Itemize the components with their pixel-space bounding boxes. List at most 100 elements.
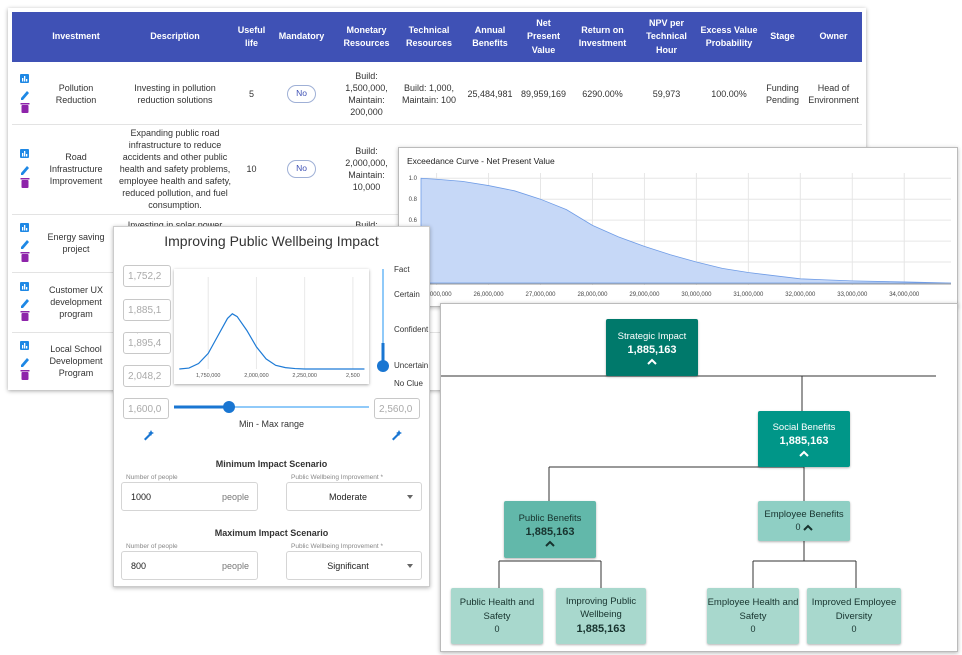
table-cell: Road Infrastructure Improvement xyxy=(49,151,103,187)
column-header: Technical Resources xyxy=(405,24,453,49)
confidence-thumb[interactable] xyxy=(377,360,389,372)
distribution-chart: 1,750,000 2,000,000 2,250,000 2,500 xyxy=(179,277,365,379)
node-label: Strategic Impact xyxy=(617,330,687,342)
x-tick-label: 25,000,000 xyxy=(422,292,453,298)
node-label: Social Benefits xyxy=(772,422,836,434)
tree-node: Public Health and Safety 0 xyxy=(451,588,543,644)
x-tick-label: 2,500 xyxy=(346,373,360,379)
range-field: 2,560,0Max xyxy=(374,398,420,419)
row-divider xyxy=(12,332,862,333)
stat-field: 1,895,4Expected xyxy=(123,332,171,354)
expand-chevron[interactable] xyxy=(545,540,555,548)
y-tick-label: 0.6 xyxy=(409,218,418,224)
improvement-select[interactable]: Significant xyxy=(286,551,422,580)
range-thumb[interactable] xyxy=(223,401,235,413)
action-icons[interactable] xyxy=(19,147,31,191)
row-divider xyxy=(12,124,862,125)
people-label: Number of people xyxy=(126,474,178,481)
people-unit: people xyxy=(221,492,249,502)
distribution-box: 1,750,000 2,000,000 2,250,000 2,500 xyxy=(174,269,369,384)
stat-field: 1,752,2P5.0 xyxy=(123,265,171,287)
row-actions xyxy=(19,339,31,383)
confidence-label: Fact xyxy=(394,265,410,274)
x-tick-label: 32,000,000 xyxy=(785,292,816,298)
expand-chevron[interactable] xyxy=(802,524,813,531)
impact-tree-panel: Strategic Impact 1,885,163 Social Benefits… xyxy=(440,303,958,652)
people-label: Number of people xyxy=(126,543,178,550)
confidence-label: Uncertain xyxy=(394,361,429,370)
people-input[interactable]: 1000 people xyxy=(121,482,258,511)
impact-panel: Improving Public Wellbeing Impact 1,750,… xyxy=(113,226,430,587)
tree-node[interactable]: Public Benefits 1,885,163 xyxy=(504,501,596,558)
select-caret xyxy=(407,564,413,568)
table-cell: Build: 2,000,000, Maintain: 10,000 xyxy=(345,145,388,193)
table-cell: 89,959,169 xyxy=(520,88,567,99)
column-header: Return on Investment xyxy=(578,24,627,49)
node-label: Improved Employee Diversity xyxy=(811,597,897,622)
action-icons[interactable] xyxy=(19,339,31,383)
people-input[interactable]: 800 people xyxy=(121,551,258,580)
mandatory-chip[interactable]: No xyxy=(287,160,316,178)
node-value: 0 xyxy=(750,624,756,634)
confidence-label: Certain xyxy=(394,290,420,299)
stat-label: P5.0 xyxy=(128,266,144,267)
stat-field: 1,885,1Median xyxy=(123,299,171,321)
y-tick-label: 0.8 xyxy=(409,197,418,203)
table-cell: Head of Environment xyxy=(808,82,859,105)
people-value: 1000 xyxy=(131,492,152,502)
expand-chevron[interactable] xyxy=(799,450,809,457)
improvement-select[interactable]: Moderate xyxy=(286,482,422,511)
table-cell: Build: xyxy=(355,220,378,230)
tree-node[interactable]: Employee Benefits 0 xyxy=(758,501,850,541)
node-value: 0 xyxy=(795,522,801,533)
action-icons[interactable] xyxy=(19,221,31,265)
y-tick-label: 1.0 xyxy=(409,176,418,182)
table-cell: Energy saving project xyxy=(47,231,105,254)
column-header: Monetary Resources xyxy=(343,24,390,49)
table-cell: 6290.00% xyxy=(582,88,623,99)
tree-node[interactable]: Strategic Impact 1,885,163 xyxy=(606,319,698,376)
scenario-title: Minimum Impact Scenario xyxy=(215,459,328,469)
node-value-row: 1,885,163 xyxy=(628,343,677,358)
row-actions xyxy=(19,147,31,191)
action-icons[interactable] xyxy=(19,72,31,116)
range-caption: Min - Max range xyxy=(238,419,305,429)
exceedance-panel: Exceedance Curve - Net Present Value 0.0… xyxy=(398,147,958,307)
column-header: Investment xyxy=(52,31,100,42)
x-tick-label: 33,000,000 xyxy=(837,292,868,298)
stat-label: P95.0 xyxy=(128,366,147,367)
action-icons[interactable] xyxy=(19,280,31,324)
tree-connectors xyxy=(441,375,936,588)
node-value: 0 xyxy=(494,624,500,634)
expand-chevron[interactable] xyxy=(647,358,657,366)
impact-title: Improving Public Wellbeing Impact xyxy=(164,233,379,249)
tree-node[interactable]: Social Benefits 1,885,163 xyxy=(758,411,850,467)
node-value-row: 0 xyxy=(494,623,499,636)
node-value: 1,885,163 xyxy=(627,343,677,356)
column-header: Description xyxy=(150,31,200,42)
tree-node: Improving Public Wellbeing 1,885,163 xyxy=(556,588,646,644)
stat-label: Median xyxy=(128,300,152,301)
x-tick-label: 28,000,000 xyxy=(577,292,608,298)
tree-node: Improved Employee Diversity 0 xyxy=(807,588,901,644)
x-tick-label: 30,000,000 xyxy=(681,292,712,298)
table-cell: No xyxy=(265,64,338,124)
row-actions xyxy=(19,221,31,265)
table-cell: Build: 1,000, Maintain: 100 xyxy=(401,82,457,105)
column-header: Stage xyxy=(770,31,795,42)
improvement-value: Significant xyxy=(327,561,369,571)
exceedance-area xyxy=(420,177,952,284)
improvement-label: Public Wellbeing Improvement * xyxy=(291,474,384,481)
node-value: 1,885,163 xyxy=(525,525,575,538)
table-cell: Funding Pending xyxy=(765,82,800,105)
node-value: 1,885,163 xyxy=(779,435,829,448)
node-value-row: 1,885,163 xyxy=(780,434,829,449)
wand-icons xyxy=(144,430,402,441)
table-cell: Expanding public road infrastructure to … xyxy=(119,127,231,211)
row-actions xyxy=(19,72,31,116)
node-value: 1,885,163 xyxy=(576,622,626,635)
mandatory-chip[interactable]: No xyxy=(287,85,316,103)
node-value-row: 1,885,163 xyxy=(577,622,626,637)
table-cell: Build: 1,500,000, Maintain: 200,000 xyxy=(345,70,388,118)
